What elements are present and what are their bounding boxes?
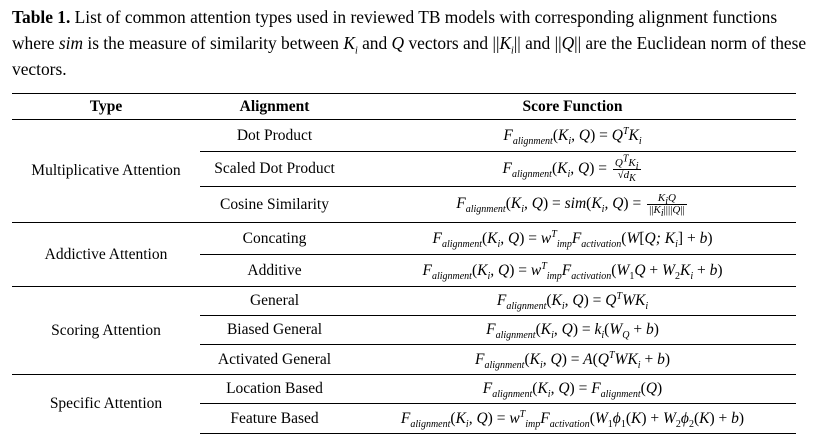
table-row: Specific Attention Location Based Falign… bbox=[12, 374, 796, 434]
score-formula: Falignment(Ki, Q) = QTKi √dK bbox=[349, 151, 796, 187]
score-formula: Falignment(Ki, Q) = QTWKi bbox=[349, 286, 796, 316]
table-row: Cosine Similarity Falignment(Ki, Q) = si… bbox=[12, 186, 796, 223]
alignment-cell: Feature Based bbox=[200, 403, 349, 434]
table-row: Addictive Attention Concating Falignment… bbox=[12, 222, 796, 287]
table-row: Multiplicative Attention Dot Product Fal… bbox=[12, 120, 796, 179]
table-row: Activated General Falignment(Ki, Q) = A(… bbox=[12, 344, 796, 375]
table-row: Feature Based Falignment(Ki, Q) = wTimpF… bbox=[12, 403, 796, 434]
table-row: Scoring Attention General Falignment(Ki,… bbox=[12, 286, 796, 375]
caption-q: Q bbox=[391, 33, 405, 53]
score-formula: Falignment(Ki, Q) = A(QTWKi + b) bbox=[349, 344, 796, 375]
table-label: Table 1. bbox=[12, 7, 71, 27]
score-formula: Falignment(Ki, Q) = sim(Ki, Q) = KiQ ||Ki… bbox=[349, 186, 796, 223]
alignment-cell: Biased General bbox=[200, 315, 349, 345]
table-row: Biased General Falignment(Ki, Q) = ki(WQ… bbox=[12, 315, 796, 345]
score-formula: Falignment(Ki, Q) = Falignment(Q) bbox=[349, 374, 796, 404]
header-type: Type bbox=[12, 93, 200, 120]
caption-ki: K bbox=[343, 33, 355, 53]
header-row: Type Alignment Score Function bbox=[12, 93, 796, 120]
caption-ki2: K bbox=[499, 33, 512, 53]
alignment-cell: General bbox=[200, 286, 349, 316]
caption-text-6: || are the Euclidean norm of these vecto… bbox=[12, 33, 807, 79]
caption-text-5: || and || bbox=[513, 33, 562, 53]
alignment-cell: Dot Product bbox=[236, 126, 313, 144]
score-formula: Falignment(Ki, Q) = wTimpFactivation(W1ϕ… bbox=[349, 403, 796, 434]
alignment-cell: Location Based bbox=[200, 374, 349, 404]
score-formula: Falignment(Ki, Q) = QTKi bbox=[503, 125, 642, 147]
attention-table: Type Alignment Score Function Multiplica… bbox=[12, 93, 796, 434]
caption-sim: sim bbox=[58, 33, 84, 53]
caption-ki2-sub: i bbox=[511, 45, 514, 57]
table-row: Additive Falignment(Ki, Q) = wTimpFactiv… bbox=[12, 254, 796, 287]
alignment-cell: Additive bbox=[200, 254, 349, 287]
caption-text-1: List of common attention types used in r… bbox=[12, 7, 778, 53]
type-cell: Specific Attention bbox=[12, 374, 200, 434]
alignment-cell: Cosine Similarity bbox=[200, 186, 349, 223]
caption-text-4: vectors and || bbox=[404, 33, 500, 53]
score-formula: Falignment(Ki, Q) = wTimpFactivation(W1Q… bbox=[349, 254, 796, 287]
type-cell: Addictive Attention bbox=[12, 222, 200, 287]
header-score-function: Score Function bbox=[349, 93, 796, 120]
type-cell: Multiplicative Attention bbox=[31, 162, 181, 179]
header-alignment: Alignment bbox=[200, 93, 349, 120]
caption-text-2: is the measure of similarity between bbox=[83, 33, 344, 53]
score-formula: Falignment(Ki, Q) = ki(WQ + b) bbox=[349, 315, 796, 345]
score-formula: Falignment(Ki, Q) = wTimpFactivation(W[Q… bbox=[349, 222, 796, 255]
alignment-cell: Activated General bbox=[200, 344, 349, 375]
caption-q2: Q bbox=[561, 33, 575, 53]
alignment-cell: Scaled Dot Product bbox=[200, 151, 349, 187]
caption-ki-sub: i bbox=[354, 45, 358, 57]
table-caption: Table 1. List of common attention types … bbox=[12, 4, 808, 82]
type-cell: Scoring Attention bbox=[12, 286, 200, 375]
alignment-cell: Concating bbox=[200, 222, 349, 255]
table-row: Scaled Dot Product Falignment(Ki, Q) = Q… bbox=[12, 151, 796, 187]
caption-text-3: and bbox=[357, 33, 392, 53]
